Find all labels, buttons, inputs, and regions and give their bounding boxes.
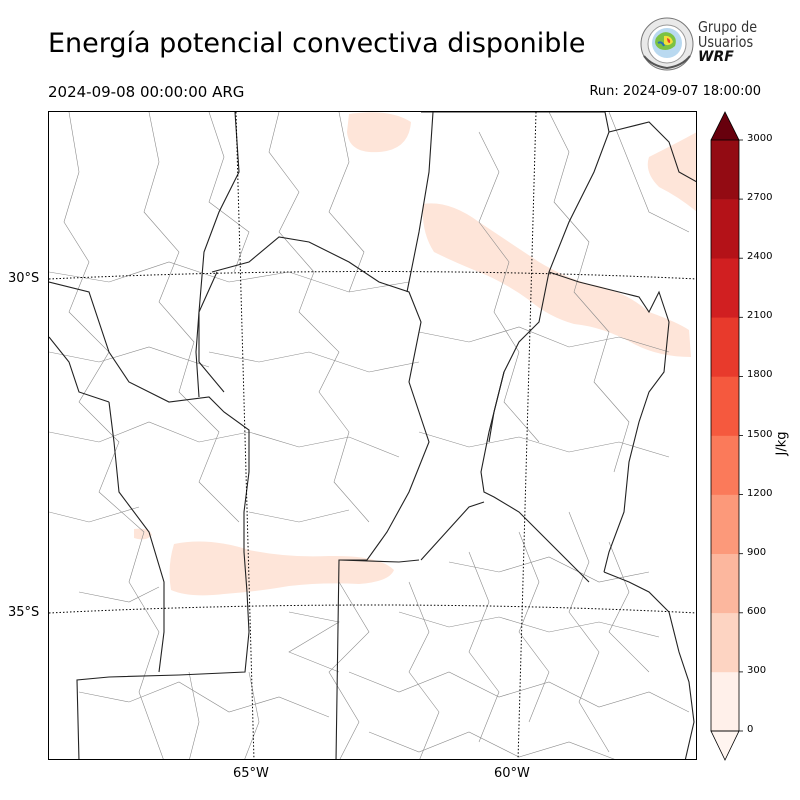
page-title: Energía potencial convectiva disponible <box>48 28 586 59</box>
colorbar-band <box>711 612 739 673</box>
colorbar-tick-label: 300 <box>747 664 767 676</box>
colorbar-tick-label: 0 <box>747 724 754 735</box>
map-panel[interactable] <box>48 111 697 760</box>
colorbar-tick-label: 2700 <box>747 192 773 204</box>
colorbar-band <box>711 199 739 259</box>
run-time: Run: 2024-09-07 18:00:00 <box>589 84 761 99</box>
cape-shaded-areas <box>134 112 696 596</box>
colorbar-tick-label: 2400 <box>747 251 773 263</box>
cape-area-south <box>169 541 394 596</box>
logo-text-line1: Grupo de <box>698 18 758 36</box>
colorbar-tick-label: 1200 <box>747 487 773 499</box>
lat-label-30s: 30°S <box>8 271 40 286</box>
province-borders <box>49 112 696 759</box>
graticule <box>49 112 696 759</box>
colorbar-band <box>711 553 739 614</box>
colorbar-extend-top <box>711 112 739 140</box>
wrf-group-logo: Grupo de Usuarios WRF <box>638 16 768 72</box>
logo-text-line3: WRF <box>698 49 734 65</box>
colorbar-tick-label: 1500 <box>747 428 773 440</box>
map-svg <box>49 112 696 759</box>
lon-label-60w: 60°W <box>494 766 530 781</box>
colorbar-extend-bottom <box>710 730 740 761</box>
colorbar <box>710 111 743 761</box>
colorbar-band <box>711 258 739 318</box>
lon-label-65w: 65°W <box>233 766 269 781</box>
colorbar-band <box>711 376 739 436</box>
colorbar-tick-label: 3000 <box>747 133 773 144</box>
colorbar-tick-label: 1800 <box>747 369 773 381</box>
colorbar-band <box>711 140 739 200</box>
colorbar-band <box>711 494 739 554</box>
cape-area-northeast <box>647 132 696 212</box>
colorbar-unit: J/kg <box>774 431 790 456</box>
colorbar-tick-label: 600 <box>747 605 767 617</box>
cape-area-southwest-dot <box>134 528 152 540</box>
valid-time: 2024-09-08 00:00:00 ARG <box>48 83 245 101</box>
cape-area-central-band <box>422 203 691 357</box>
colorbar-band <box>711 435 739 495</box>
department-borders <box>49 112 690 759</box>
globe-seal-icon <box>640 17 694 71</box>
logo-text-line2: Usuarios <box>698 33 754 51</box>
colorbar-band <box>711 671 739 732</box>
colorbar-band <box>711 317 739 377</box>
colorbar-tick-label: 900 <box>747 546 767 558</box>
cape-area-north <box>347 112 411 153</box>
colorbar-tick-label: 2100 <box>747 310 773 322</box>
lat-label-35s: 35°S <box>8 605 40 620</box>
